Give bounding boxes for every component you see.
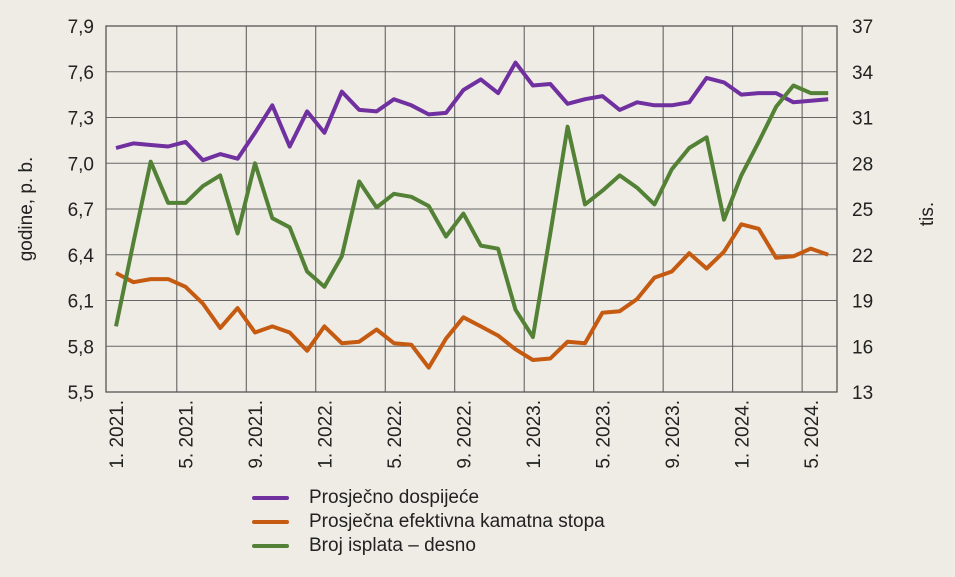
x-tick-label: 9. 2023. <box>663 400 684 469</box>
legend-swatch <box>252 496 289 500</box>
series-line-1 <box>115 222 829 370</box>
legend-item-disbursements: Broj isplata – desno <box>252 534 605 558</box>
y-tick-label-left: 7,3 <box>68 109 94 130</box>
y-tick-label-left: 5,5 <box>68 383 94 404</box>
left-axis-ticks: 7,9 7,6 7,3 7,0 6,7 6,4 6,1 5,8 5,5 <box>68 17 95 404</box>
x-tick-label: 5. 2024. <box>802 400 823 469</box>
x-tick-label: 1. 2023. <box>524 400 545 469</box>
series-lines <box>114 60 829 370</box>
y-tick-label-right: 34 <box>852 63 874 84</box>
x-tick-label: 5. 2022. <box>385 400 406 469</box>
legend-item-interest-rate: Prosječna efektivna kamatna stopa <box>252 510 605 534</box>
x-tick-label: 5. 2021. <box>176 400 197 469</box>
y-tick-label-left: 6,7 <box>68 200 94 221</box>
x-tick-label: 5. 2023. <box>593 400 614 469</box>
legend-swatch <box>252 520 289 524</box>
grid <box>105 25 838 393</box>
series-line-2 <box>114 83 829 340</box>
x-tick-label: 1. 2021. <box>107 400 128 469</box>
y-tick-label-left: 7,9 <box>68 17 94 38</box>
y-tick-label-right: 37 <box>852 17 873 38</box>
y-tick-label-right: 25 <box>852 200 873 221</box>
y-tick-label-left: 7,0 <box>68 154 94 175</box>
y-tick-label-right: 22 <box>852 246 873 267</box>
x-axis-ticks: 1. 2021. 5. 2021. 9. 2021. 1. 2022. 5. 2022.… <box>107 400 823 469</box>
x-tick-label: 1. 2024. <box>732 400 753 469</box>
y-tick-label-right: 31 <box>852 109 873 130</box>
legend-item-maturity: Prosječno dospijeće <box>252 486 605 510</box>
legend-label: Prosječna efektivna kamatna stopa <box>309 511 605 532</box>
x-tick-label: 9. 2022. <box>454 400 475 469</box>
left-axis-label: godine, p. b. <box>16 157 37 262</box>
y-tick-label-right: 19 <box>852 292 873 313</box>
y-tick-label-left: 6,4 <box>68 246 95 267</box>
x-tick-label: 1. 2022. <box>315 400 336 469</box>
y-tick-label-right: 13 <box>852 383 873 404</box>
right-axis-label: tis. <box>917 202 938 226</box>
y-tick-label-right: 28 <box>852 154 873 175</box>
legend: Prosječno dospijeće Prosječna efektivna … <box>252 486 605 558</box>
legend-label: Prosječno dospijeće <box>309 487 480 508</box>
y-tick-label-left: 5,8 <box>68 337 94 358</box>
series-line-0 <box>115 60 829 163</box>
y-tick-label-left: 7,6 <box>68 63 94 84</box>
right-axis-ticks: 37 34 31 28 25 22 19 16 13 <box>852 17 874 404</box>
y-tick-label-right: 16 <box>852 337 873 358</box>
legend-label: Broj isplata – desno <box>309 535 476 556</box>
line-chart: 7,9 7,6 7,3 7,0 6,7 6,4 6,1 5,8 5,5 37 34 31 28 25 22… <box>16 17 938 469</box>
x-tick-label: 9. 2021. <box>246 400 267 469</box>
y-tick-label-left: 6,1 <box>68 292 94 313</box>
legend-swatch <box>252 544 289 548</box>
